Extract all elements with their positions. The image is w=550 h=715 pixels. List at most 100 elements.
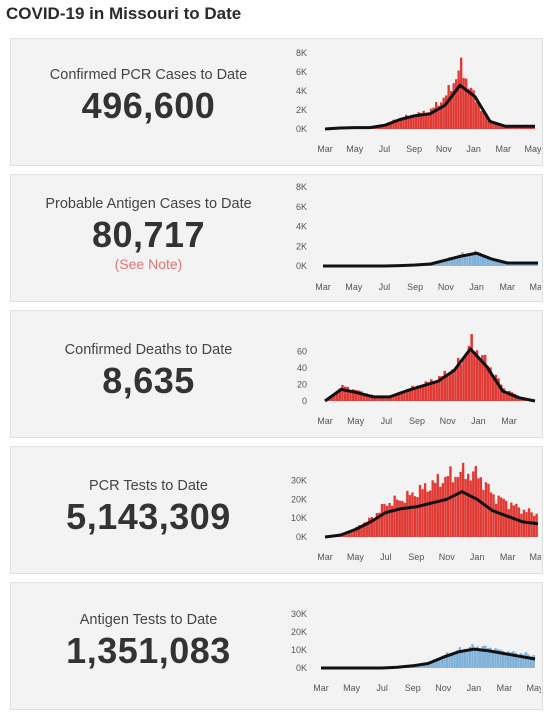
y-tick-label: 0K	[296, 532, 307, 542]
bar	[489, 492, 493, 537]
bar	[489, 647, 492, 668]
bar	[426, 491, 429, 537]
bar	[443, 259, 446, 266]
bar	[474, 250, 477, 266]
x-tick-label: Nov	[439, 552, 456, 562]
bar	[499, 649, 502, 668]
bar	[418, 484, 422, 537]
bar	[495, 123, 498, 129]
bar	[494, 374, 498, 401]
y-tick-label: 20	[297, 379, 307, 389]
bar	[517, 655, 520, 668]
bar	[448, 655, 451, 668]
bar	[349, 390, 352, 401]
x-tick-label: Mar	[317, 552, 333, 562]
bar	[524, 652, 528, 668]
bar	[445, 652, 449, 668]
bar	[520, 263, 523, 266]
x-tick-label: Mar	[315, 282, 331, 292]
bar	[397, 391, 401, 401]
y-tick-label: 30K	[291, 475, 307, 485]
bar	[446, 476, 450, 537]
panel-antigen-tests: Antigen Tests to Date 1,351,083 0K 10K 20K…	[10, 582, 543, 710]
bar	[430, 108, 433, 129]
bar	[485, 113, 488, 129]
bar	[419, 386, 422, 401]
bar	[476, 252, 479, 266]
x-tick-label: Mar	[313, 683, 329, 693]
bar	[400, 118, 403, 129]
bar	[375, 512, 379, 537]
x-tick-label: Sep	[407, 282, 423, 292]
y-tick-label: 6K	[296, 202, 307, 212]
bar	[491, 376, 495, 401]
bar	[475, 102, 478, 129]
bar	[350, 529, 353, 537]
bar	[427, 382, 430, 401]
bar	[467, 473, 470, 537]
bar	[411, 492, 414, 537]
bar	[368, 517, 371, 537]
bar	[440, 260, 444, 266]
bar	[463, 254, 467, 266]
bar	[520, 513, 523, 537]
bar	[385, 505, 389, 537]
stat-label: PCR Tests to Date	[88, 478, 208, 494]
bar	[403, 502, 406, 537]
bar	[496, 649, 500, 668]
y-tick-label: 0K	[296, 124, 307, 134]
bar	[446, 376, 449, 401]
bar	[422, 663, 426, 668]
bar	[482, 490, 485, 537]
x-tick-label: Mar	[500, 282, 516, 292]
x-tick-label: Jul	[380, 552, 392, 562]
average-line	[324, 347, 536, 403]
bar	[432, 107, 435, 129]
chart-confirmed-pcr-cases: 0K 2K 4K 6K 8K Mar May Jul Sep Nov Jan Mar May	[296, 48, 541, 154]
stat-value: 5,143,309	[66, 496, 231, 537]
x-tick-label: Mar	[501, 416, 517, 426]
bar	[461, 462, 465, 537]
bar	[428, 662, 431, 668]
bar	[444, 477, 447, 537]
bar	[341, 384, 344, 401]
bar	[484, 482, 488, 537]
panel-confirmed-deaths: Confirmed Deaths to Date 8,635 0 20 40 60 Ma…	[10, 310, 543, 438]
y-tick-label: 2K	[296, 105, 307, 115]
bar	[481, 256, 485, 266]
bar	[469, 480, 472, 537]
bar	[395, 395, 398, 401]
x-tick-label: Nov	[438, 282, 455, 292]
bar	[502, 388, 506, 401]
x-tick-label: Jan	[469, 282, 484, 292]
bar	[421, 386, 425, 401]
bar	[462, 357, 465, 401]
bar	[477, 478, 480, 537]
y-tick-label: 6K	[296, 67, 307, 77]
x-tick-label: May	[526, 683, 541, 693]
bar	[452, 83, 455, 129]
see-note-link[interactable]: (See Note)	[114, 255, 183, 272]
bar	[457, 70, 460, 129]
stat-label: Confirmed PCR Cases to Date	[49, 67, 248, 83]
bar	[398, 500, 401, 537]
bar	[425, 663, 428, 668]
x-tick-label: Mar	[496, 144, 512, 154]
bar	[478, 650, 482, 668]
bar	[378, 512, 381, 537]
bar	[448, 257, 451, 266]
bar	[390, 122, 393, 129]
bar	[410, 115, 413, 129]
bar	[412, 116, 415, 129]
bar	[413, 496, 417, 537]
bar	[522, 654, 525, 668]
bar	[440, 102, 443, 129]
stat-value: 1,351,083	[66, 630, 231, 671]
stat-label: Confirmed Deaths to Date	[64, 342, 233, 358]
y-tick-label: 10K	[291, 645, 307, 655]
panel-confirmed-pcr-cases: Confirmed PCR Cases to Date 496,600 0K 2K…	[10, 38, 543, 166]
bar	[365, 521, 368, 537]
bar	[527, 654, 530, 668]
bar	[475, 350, 479, 401]
bar	[478, 358, 482, 401]
